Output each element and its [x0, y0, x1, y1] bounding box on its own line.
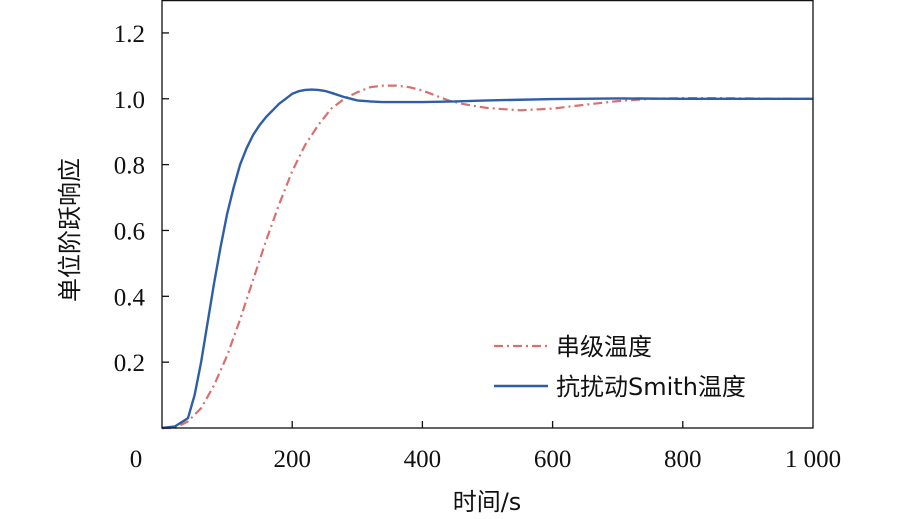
axes: 0 200 400 600 800 1 000 0.2 0.4 0.6 0.8 1.0 1.2: [114, 0, 841, 473]
x-tick-label: 200: [273, 446, 311, 473]
y-tick-label: 1.2: [114, 21, 145, 48]
x-tick-label: 0: [130, 446, 143, 473]
x-axis-title: 时间/s: [453, 488, 522, 516]
plot-area: [161, 84, 813, 430]
y-tick-label: 0.6: [114, 218, 145, 245]
series-line-2: [161, 88, 813, 430]
legend-label-1: 串级温度: [556, 333, 652, 361]
series-line-1: [162, 84, 813, 430]
y-axis-title: 单位阶跃响应: [56, 158, 84, 302]
x-tick-label: 400: [404, 446, 442, 473]
y-tick-label: 1.0: [114, 87, 145, 114]
plot-frame: [161, 0, 814, 429]
x-tick-label: 800: [664, 446, 702, 473]
y-tick-label: 0.2: [114, 350, 145, 377]
x-tick-label: 1 000: [785, 446, 841, 473]
legend-label-2: 抗扰动Smith温度: [556, 373, 746, 401]
y-tick-label: 0.4: [114, 284, 146, 311]
y-tick-label: 0.8: [114, 153, 145, 180]
x-tick-label: 600: [534, 446, 572, 473]
